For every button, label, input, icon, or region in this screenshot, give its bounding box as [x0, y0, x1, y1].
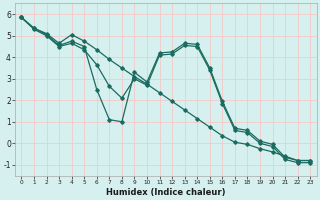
X-axis label: Humidex (Indice chaleur): Humidex (Indice chaleur) — [106, 188, 226, 197]
